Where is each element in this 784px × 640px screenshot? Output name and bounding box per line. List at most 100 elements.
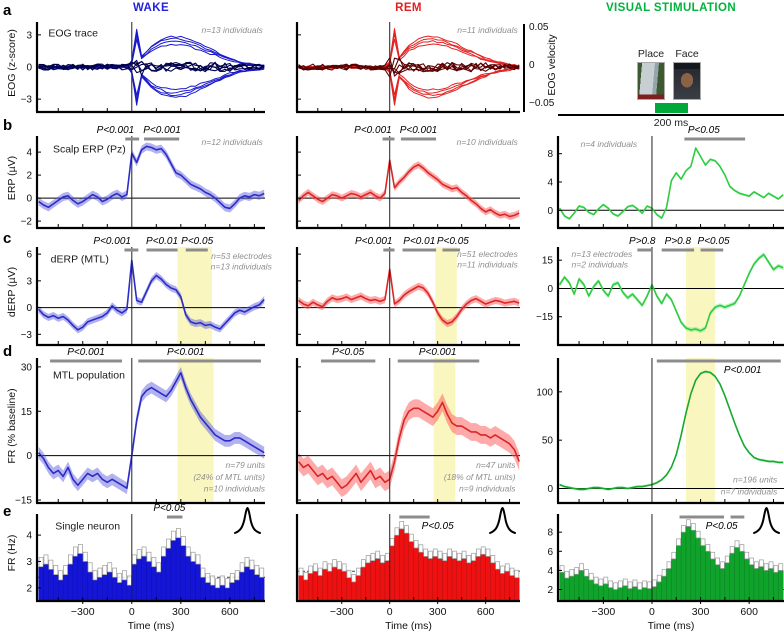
svg-text:3: 3 [26,276,32,287]
svg-text:2: 2 [547,585,553,596]
panel-derp-visual: 15 0 −15 P>0.8 P>0.8 P<0.05 n=13 electrodes n=2… [536,236,784,347]
svg-text:n=79 units: n=79 units [226,460,266,470]
eog-velocity-tick-zero: 0 [529,60,535,71]
svg-text:−2: −2 [21,217,33,228]
svg-text:P>0.8: P>0.8 [665,236,692,247]
panel-neuron-wake: −300 0 300 600 Time (ms) 4 3 2 P<0.05 Single neur… [26,503,265,632]
svg-text:300: 300 [429,606,447,618]
panel-derp-wake: 6 3 0 −3 P<0.001 P<0.01 P<0.05 dERP (MTL) n=53 e… [21,236,273,347]
panel-erp-rem: P<0.001 P<0.001 n=10 individuals [295,125,520,230]
svg-text:0: 0 [547,484,553,495]
svg-text:n=47 units: n=47 units [476,460,516,470]
svg-text:(18% of MTL units): (18% of MTL units) [444,472,516,482]
svg-text:P<0.001: P<0.001 [93,236,131,247]
svg-text:n=196 units: n=196 units [733,475,778,485]
panel-neuron-rem: −300 0 300 600 Time (ms) P<0.05 [295,506,520,632]
svg-text:P<0.001: P<0.001 [724,365,762,376]
svg-text:P<0.01: P<0.01 [146,236,178,247]
place-label: Place [637,48,665,60]
svg-text:n=10 individuals: n=10 individuals [457,137,519,147]
svg-text:600: 600 [740,606,758,618]
svg-text:−15: −15 [15,496,32,507]
svg-text:P<0.05: P<0.05 [437,236,469,247]
svg-text:0: 0 [547,284,553,295]
svg-text:600: 600 [221,606,239,618]
panel-letter-a: a [3,2,12,19]
svg-text:0: 0 [26,194,32,205]
svg-text:n=7 individuals: n=7 individuals [721,486,778,496]
svg-text:P<0.001: P<0.001 [355,236,393,247]
svg-text:P<0.001: P<0.001 [143,125,181,136]
panel-eog-rem: n=11 individuals [295,22,520,114]
svg-text:100: 100 [536,387,553,398]
svg-text:0: 0 [129,606,135,618]
svg-text:n=13 individuals: n=13 individuals [202,25,264,35]
panel-neuron-visual: −300 0 300 600 Time (ms) 8 6 4 2 P<0.05 [547,506,784,632]
svg-text:P>0.8: P>0.8 [629,236,656,247]
svg-text:0: 0 [547,206,553,217]
panel-letter-c: c [3,230,12,247]
svg-text:4: 4 [26,148,32,159]
svg-text:P<0.05: P<0.05 [706,521,738,532]
svg-text:4: 4 [26,531,32,542]
svg-text:P<0.001: P<0.001 [167,347,205,358]
svg-text:0: 0 [26,303,32,314]
column-title-wake: WAKE [132,2,170,14]
panel-letter-d: d [3,343,13,360]
svg-text:n=2 individuals: n=2 individuals [572,260,629,270]
svg-text:n=13 electrodes: n=13 electrodes [572,249,633,259]
svg-text:Single neuron: Single neuron [55,521,120,533]
ylabel-fr-baseline: FR (% baseline) [6,388,18,464]
svg-text:−300: −300 [330,606,354,618]
svg-text:15: 15 [542,256,554,267]
svg-text:6: 6 [26,250,32,261]
svg-text:8: 8 [547,149,553,160]
svg-text:n=4 individuals: n=4 individuals [581,139,638,149]
svg-text:−3: −3 [21,95,33,106]
stimulus-duration-bar [655,103,688,113]
svg-text:−15: −15 [536,312,553,323]
place-image [637,62,665,100]
svg-text:n=53 electrodes: n=53 electrodes [211,251,272,261]
svg-text:P<0.001: P<0.001 [354,125,392,136]
svg-text:P<0.05: P<0.05 [332,347,364,358]
svg-text:n=13 individuals: n=13 individuals [211,262,273,272]
svg-text:−300: −300 [592,606,616,618]
eog-velocity-axis [523,24,525,112]
svg-text:P<0.05: P<0.05 [688,125,720,136]
eog-velocity-label: EOG velocity [546,34,558,96]
svg-text:EOG trace: EOG trace [48,27,98,39]
panel-population-visual: 100 50 0 P<0.001 n=196 units n=7 individuals [536,358,784,505]
svg-text:0: 0 [26,451,32,462]
svg-text:P<0.001: P<0.001 [400,125,438,136]
svg-text:P<0.001: P<0.001 [419,347,457,358]
svg-text:4: 4 [547,566,553,577]
svg-text:(24% of MTL units): (24% of MTL units) [193,472,265,482]
svg-text:300: 300 [172,606,190,618]
svg-text:3: 3 [26,30,32,41]
svg-text:n=10 individuals: n=10 individuals [204,483,266,493]
svg-text:6: 6 [547,547,553,558]
svg-text:dERP (MTL): dERP (MTL) [51,254,109,266]
svg-text:0: 0 [26,63,32,74]
spike-waveform-icon [753,506,780,534]
svg-text:P<0.05: P<0.05 [181,236,213,247]
column-title-rem: REM [395,2,422,14]
eog-velocity-tick-top: 0.05 [529,22,549,33]
panel-population-rem: P<0.05 P<0.001 n=47 units (18% of MTL units… [295,347,520,505]
svg-text:n=9 individuals: n=9 individuals [459,483,516,493]
face-image [673,62,701,100]
svg-text:P<0.001: P<0.001 [97,125,135,136]
spike-waveform-icon [489,506,516,534]
svg-text:n=11 individuals: n=11 individuals [457,260,518,270]
spike-waveform-icon [234,506,261,534]
panel-eog-wake: 3 0 −3 EOG trace n=13 individuals [21,22,265,114]
ylabel-derp: dERP (µV) [6,266,18,318]
svg-text:P<0.05: P<0.05 [698,236,730,247]
svg-text:n=11 individuals: n=11 individuals [457,25,518,35]
svg-text:30: 30 [21,362,33,373]
svg-text:−300: −300 [71,606,95,618]
svg-text:4: 4 [547,178,553,189]
svg-text:300: 300 [692,606,710,618]
